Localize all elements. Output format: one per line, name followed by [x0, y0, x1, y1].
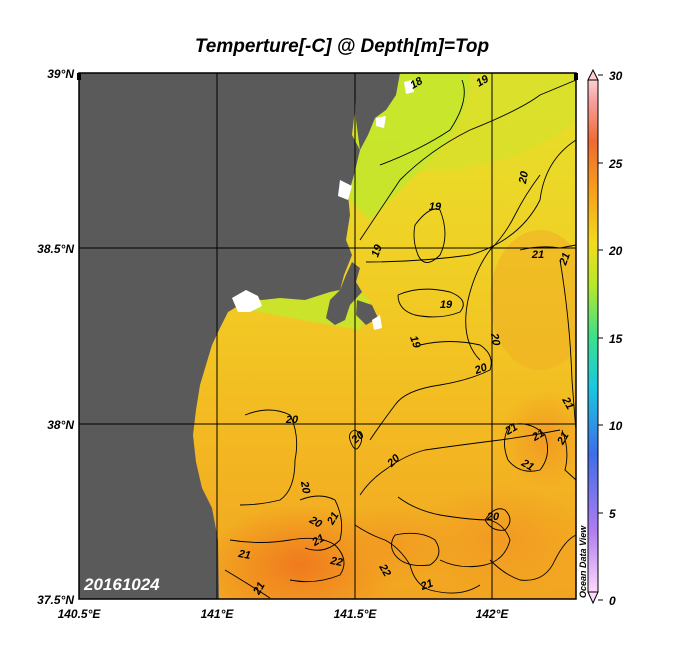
- contour-label: 21: [531, 249, 544, 261]
- map-frame: [78, 72, 577, 600]
- colorbar: 30 25 20 15 10 5 0: [587, 68, 623, 608]
- graticule: [79, 73, 576, 599]
- date-label: 20161024: [83, 575, 160, 594]
- lon-tick-142: 142°E: [476, 607, 510, 621]
- lat-tick-37-5: 37.5°N: [37, 593, 74, 607]
- map-title: Temperture[-C] @ Depth[m]=Top: [194, 36, 490, 57]
- colorbar-tick-20: 20: [608, 244, 623, 258]
- contour-label: 21: [518, 457, 535, 474]
- contour-label: 21: [502, 421, 519, 438]
- lon-tick-141-5: 141.5°E: [334, 607, 378, 621]
- colorbar-tick-15: 15: [609, 332, 623, 346]
- contour-label: 21: [529, 427, 546, 444]
- contour-label: 19: [407, 334, 423, 350]
- contour-label: 21: [309, 532, 326, 549]
- contour-label: 22: [328, 555, 343, 569]
- colorbar-tick-30: 30: [609, 69, 623, 83]
- land-mass: [79, 73, 360, 599]
- frame-ticks: [77, 73, 578, 80]
- lat-tick-38-5: 38.5°N: [37, 242, 74, 256]
- colorbar-tick-0: 0: [609, 594, 616, 608]
- contour-label: 20: [486, 511, 500, 523]
- colorbar-tick-5: 5: [609, 507, 616, 521]
- contour-label: 20: [472, 361, 489, 377]
- lat-tick-38: 38°N: [47, 418, 74, 432]
- lon-tick-140-5: 140.5°E: [58, 607, 102, 621]
- watermark: Ocean Data View: [578, 525, 588, 598]
- colorbar-tick-10: 10: [609, 419, 623, 433]
- map-area: [79, 73, 576, 599]
- isotherm-lines: [224, 79, 576, 599]
- lat-tick-39: 39°N: [47, 67, 74, 81]
- contour-label: 19: [369, 242, 385, 258]
- contour-label: 21: [557, 251, 573, 268]
- contour-label: 20: [488, 331, 502, 347]
- lon-tick-141: 141°E: [201, 607, 235, 621]
- peninsula-land: [355, 73, 400, 150]
- contour-label: 21: [251, 580, 268, 597]
- bay-islands: [326, 262, 362, 325]
- colorbar-tick-25: 25: [608, 157, 623, 171]
- contour-label: 20: [517, 170, 531, 186]
- contour-label: 19: [440, 299, 453, 311]
- contour-label: 19: [429, 201, 442, 213]
- contour-label: 21: [418, 577, 435, 593]
- contour-label: 21: [559, 394, 576, 411]
- contour-label: 21: [555, 430, 572, 447]
- contour-label: 22: [376, 561, 393, 578]
- contour-label: 21: [236, 548, 251, 562]
- coast-sand: [232, 290, 262, 312]
- contour-label: 21: [325, 510, 342, 527]
- contour-label: 20: [285, 414, 299, 426]
- contour-label: 20: [298, 479, 312, 495]
- colorbar-gradient: [587, 79, 599, 593]
